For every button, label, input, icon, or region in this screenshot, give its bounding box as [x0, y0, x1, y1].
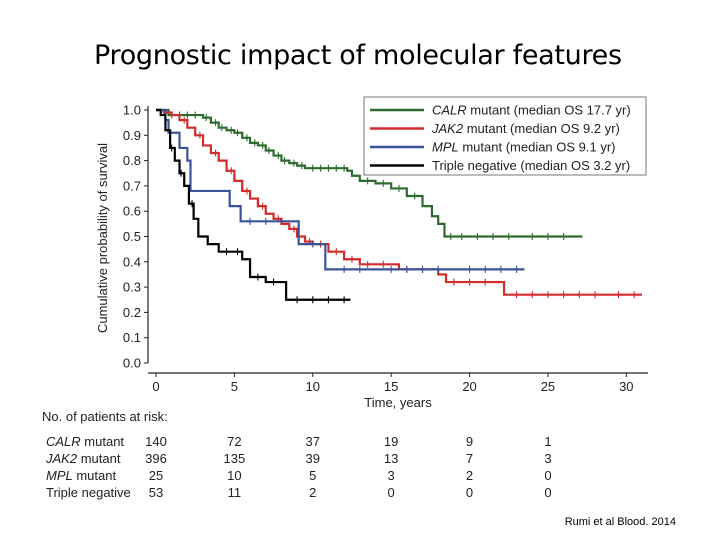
- legend-entry-0-italic: CALR: [432, 103, 467, 118]
- series-line: [156, 108, 642, 296]
- x-tick-label: 5: [231, 379, 238, 394]
- legend-entry-2-text: mutant (median OS 9.1 yr): [459, 140, 616, 155]
- series-line: [156, 108, 351, 301]
- y-tick-label: 0.8: [123, 153, 141, 168]
- risk-count: 3: [544, 451, 551, 466]
- risk-count: 2: [309, 485, 316, 500]
- x-axis-label: Time, years: [364, 395, 432, 410]
- series-2: [156, 108, 525, 273]
- risk-count: 37: [306, 434, 320, 449]
- legend-entry-1-text: mutant (median OS 9.2 yr): [463, 121, 620, 136]
- risk-count: 0: [388, 485, 395, 500]
- chart-legend: CALR mutant (median OS 17.7 yr)JAK2 muta…: [363, 96, 647, 176]
- y-tick-label: 0.1: [123, 330, 141, 345]
- y-axis-label: Cumulative probability of survival: [95, 143, 110, 333]
- legend-entry-2: MPL mutant (median OS 9.1 yr): [432, 140, 616, 155]
- risk-count: 396: [145, 451, 167, 466]
- risk-row-label-0-text: mutant: [81, 434, 125, 449]
- y-tick-label: 0.3: [123, 280, 141, 295]
- legend-entry-1-italic: JAK2: [431, 121, 464, 136]
- risk-table: No. of patients at risk:CALR mutant 140 72…: [42, 409, 552, 500]
- x-tick-label: 15: [384, 379, 398, 394]
- series-layer: [156, 108, 642, 304]
- risk-row-label-1: JAK2 mutant: [45, 451, 121, 466]
- risk-count: 9: [466, 434, 473, 449]
- series-3: [156, 108, 351, 304]
- risk-table-heading: No. of patients at risk:: [42, 409, 168, 424]
- risk-count: 0: [544, 468, 551, 483]
- risk-count: 7: [466, 451, 473, 466]
- risk-count: 53: [149, 485, 163, 500]
- risk-count: 3: [388, 468, 395, 483]
- chart-axes: 0.0 0.1 0.2 0.3 0.4 0.5 0.6 0.7 0.8 0.9 1.0 0 5 10 15 2…: [95, 103, 648, 410]
- x-tick-label: 25: [541, 379, 555, 394]
- risk-row-label-1-italic: JAK2: [45, 451, 78, 466]
- risk-row-label-0: CALR mutant: [46, 434, 124, 449]
- risk-row-label-3-text: Triple negative: [46, 485, 131, 500]
- risk-count: 19: [384, 434, 398, 449]
- risk-count: 140: [145, 434, 167, 449]
- risk-count: 0: [544, 485, 551, 500]
- risk-count: 5: [309, 468, 316, 483]
- legend-entry-1: JAK2 mutant (median OS 9.2 yr): [431, 121, 620, 136]
- y-tick-label: 0.5: [123, 229, 141, 244]
- legend-entry-0: CALR mutant (median OS 17.7 yr): [432, 103, 631, 118]
- risk-row-label-3: Triple negative: [46, 485, 131, 500]
- y-tick-label: 0.7: [123, 178, 141, 193]
- x-tick-label: 30: [619, 379, 633, 394]
- risk-count: 13: [384, 451, 398, 466]
- series-line: [156, 108, 583, 238]
- series-line: [156, 108, 525, 271]
- risk-row-label-1-text: mutant: [77, 451, 121, 466]
- legend-entry-3-text: Triple negative (median OS 3.2 yr): [432, 158, 630, 173]
- y-tick-label: 0.2: [123, 305, 141, 320]
- series-0: [156, 108, 583, 240]
- x-tick-label: 0: [152, 379, 159, 394]
- legend-entry-3: Triple negative (median OS 3.2 yr): [432, 158, 630, 173]
- risk-count: 2: [466, 468, 473, 483]
- risk-count: 11: [228, 485, 242, 500]
- risk-row-label-2-italic: MPL: [46, 468, 73, 483]
- risk-count: 135: [224, 451, 246, 466]
- legend-entry-2-italic: MPL: [432, 140, 459, 155]
- slide-title: Prognostic impact of molecular features: [94, 40, 622, 71]
- risk-count: 39: [306, 451, 320, 466]
- y-tick-label: 0.0: [123, 356, 141, 371]
- risk-count: 25: [149, 468, 163, 483]
- risk-count: 72: [227, 434, 241, 449]
- risk-count: 1: [544, 434, 551, 449]
- y-tick-label: 1.0: [123, 103, 141, 118]
- legend-entry-0-text: mutant (median OS 17.7 yr): [467, 103, 631, 118]
- x-tick-label: 10: [306, 379, 320, 394]
- risk-row-label-2-text: mutant: [73, 468, 117, 483]
- y-tick-label: 0.6: [123, 204, 141, 219]
- y-tick-label: 0.4: [123, 254, 141, 269]
- y-tick-label: 0.9: [123, 128, 141, 143]
- x-tick-label: 20: [462, 379, 476, 394]
- citation: Rumi et al Blood. 2014: [564, 516, 676, 528]
- risk-row-label-0-italic: CALR: [46, 434, 81, 449]
- risk-row-label-2: MPL mutant: [46, 468, 116, 483]
- risk-count: 10: [227, 468, 241, 483]
- risk-count: 0: [466, 485, 473, 500]
